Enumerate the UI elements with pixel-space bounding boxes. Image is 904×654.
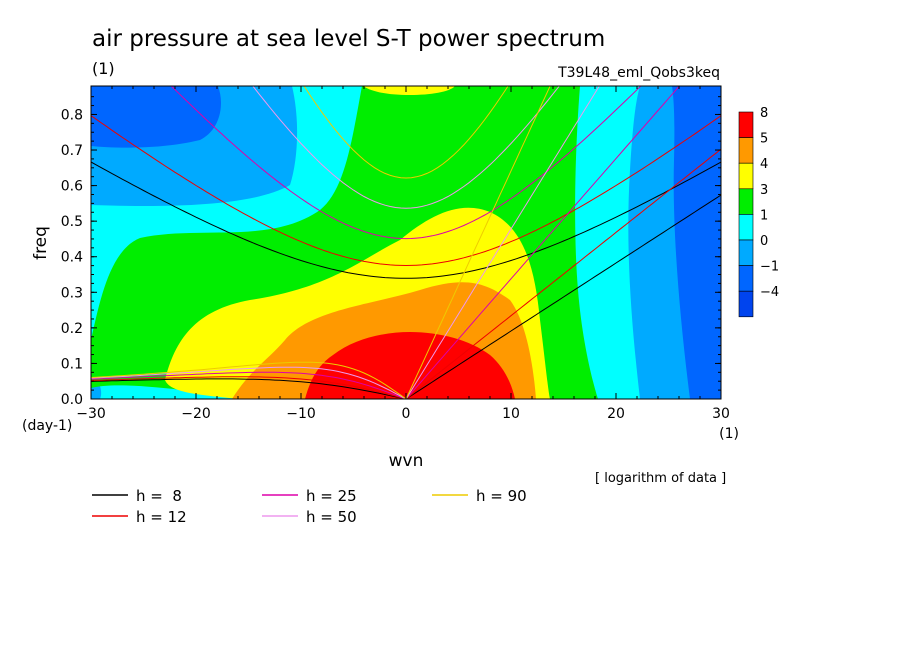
legend-label: h = 50 — [306, 508, 357, 526]
colorbar-label: 0 — [760, 234, 768, 249]
rossby-curve-h25 — [91, 371, 407, 399]
gravity-curve-h8 — [91, 161, 721, 279]
colorbar: 8 5 4 3 1 0 −1 −4 — [738, 106, 779, 318]
y-tick-label: 0.5 — [61, 214, 83, 230]
x-tick-label: 10 — [502, 406, 520, 422]
gravity-curve-h25 — [170, 86, 642, 240]
curve-legend: h = 8 h = 12 h = 25 h = 50 h = 90 — [92, 487, 527, 526]
x-tick-label: 20 — [607, 406, 625, 422]
x-tick-label: 0 — [402, 406, 411, 422]
colorbar-label: 1 — [760, 208, 768, 223]
x-tick-label: −10 — [286, 406, 316, 422]
contour-level-minus4-topleft — [91, 86, 221, 148]
contour-level-minus4-right — [672, 86, 721, 399]
kelvin-curve-h25 — [405, 86, 681, 399]
legend-label: h = 25 — [306, 487, 357, 505]
colorbar-label: 3 — [760, 183, 768, 198]
y-axis-label: freq — [31, 226, 51, 260]
kelvin-curve-h50 — [405, 86, 600, 399]
colorbar-swatch — [738, 265, 754, 292]
colorbar-swatch — [738, 214, 754, 241]
colorbar-swatch — [738, 111, 754, 138]
rossby-curve-h12 — [91, 376, 407, 399]
y-tick-label: 0.7 — [61, 143, 83, 159]
x-tick-label: 30 — [712, 406, 730, 422]
rossby-curve-h8 — [91, 378, 407, 399]
kelvin-curve-h90 — [405, 86, 551, 399]
kelvin-curve-h8 — [405, 194, 721, 399]
colorbar-swatch — [738, 137, 754, 164]
legend-label: h = 8 — [136, 487, 182, 505]
x-axis: −30 −20 −10 0 10 20 30 — [76, 86, 730, 422]
dispersion-curves — [91, 86, 721, 399]
colorbar-label: 5 — [760, 132, 768, 147]
colorbar-swatch — [738, 239, 754, 266]
y-tick-label: 0.1 — [61, 356, 83, 372]
y-axis: 0.0 0.1 0.2 0.3 0.4 0.5 0.6 0.7 0.8 — [61, 96, 721, 408]
colorbar-label: 8 — [760, 106, 768, 121]
chart-title: air pressure at sea level S-T power spec… — [92, 26, 605, 52]
legend-label: h = 12 — [136, 508, 187, 526]
contour-level-3-top — [363, 86, 455, 95]
data-note: [ logarithm of data ] — [595, 471, 726, 486]
chart-title-units: (1) — [92, 59, 115, 78]
plot-area — [91, 86, 721, 399]
y-tick-label: 0.6 — [61, 179, 83, 195]
experiment-label: T39L48_eml_Qobs3keq — [557, 65, 720, 81]
x-tick-label: −20 — [181, 406, 211, 422]
y-tick-label: 0.8 — [61, 107, 83, 123]
gravity-curve-h90 — [303, 86, 509, 179]
x-axis-label: wvn — [389, 451, 424, 471]
y-tick-label: 0.2 — [61, 321, 83, 337]
y-units-label: (day-1) — [22, 418, 72, 434]
rossby-curve-h90 — [91, 361, 407, 399]
gravity-curve-h12 — [91, 115, 721, 267]
legend-label: h = 90 — [476, 487, 527, 505]
colorbar-swatch — [738, 290, 754, 318]
colorbar-label: −4 — [760, 285, 779, 300]
kelvin-curve-h12 — [405, 148, 721, 399]
colorbar-label: 4 — [760, 157, 768, 172]
y-tick-label: 0.0 — [61, 392, 83, 408]
colorbar-swatch — [738, 188, 754, 215]
x-units-label: (1) — [719, 426, 739, 442]
rossby-curve-h50 — [91, 366, 407, 399]
y-tick-label: 0.4 — [61, 250, 83, 266]
colorbar-label: −1 — [760, 260, 779, 275]
x-tick-label: −30 — [76, 406, 106, 422]
y-tick-label: 0.3 — [61, 285, 83, 301]
colorbar-swatch — [738, 162, 754, 190]
gravity-curve-h50 — [252, 86, 560, 209]
